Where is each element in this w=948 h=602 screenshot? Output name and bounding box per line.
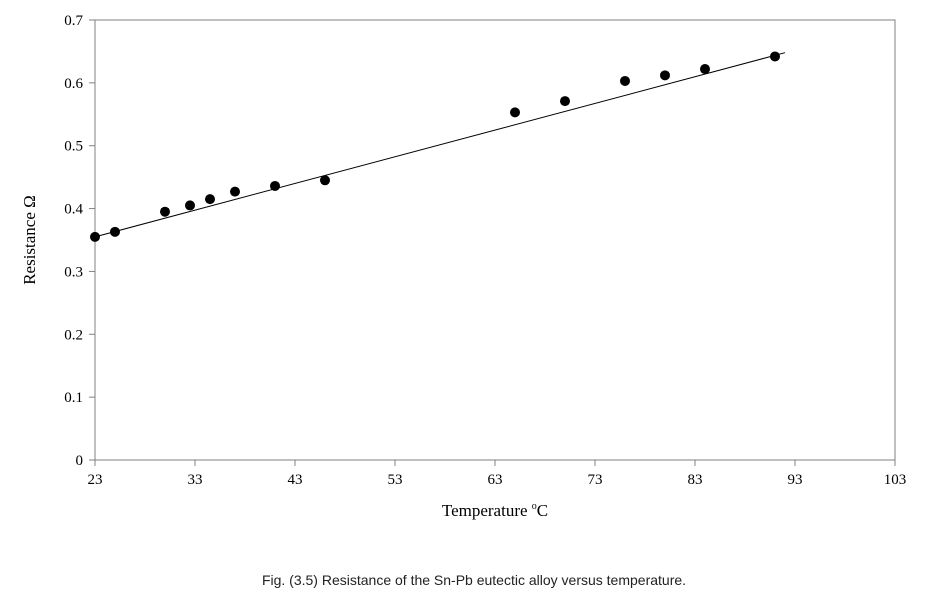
svg-text:63: 63 <box>488 472 503 488</box>
svg-text:0.2: 0.2 <box>64 327 83 343</box>
svg-text:0.3: 0.3 <box>64 264 83 280</box>
svg-text:0.1: 0.1 <box>64 390 83 406</box>
svg-text:33: 33 <box>188 472 203 488</box>
svg-text:0.5: 0.5 <box>64 139 83 155</box>
resistance-vs-temperature-chart: 23 33 43 53 63 73 83 93 103 0 0.1 0.2 0.3 0.4 0.5 0.6 0.… <box>0 0 948 560</box>
svg-text:83: 83 <box>688 472 703 488</box>
chart-container: 23 33 43 53 63 73 83 93 103 0 0.1 0.2 0.3 0.4 0.5 0.6 0.… <box>0 0 948 602</box>
svg-text:0: 0 <box>76 453 84 469</box>
svg-text:43: 43 <box>288 472 303 488</box>
svg-text:0.4: 0.4 <box>64 202 83 218</box>
svg-text:73: 73 <box>588 472 603 488</box>
svg-text:93: 93 <box>788 472 803 488</box>
svg-text:53: 53 <box>388 472 403 488</box>
svg-text:0.6: 0.6 <box>64 76 83 92</box>
y-axis-label: Resistance Ω <box>20 195 39 285</box>
figure-caption: Fig. (3.5) Resistance of the Sn-Pb eutec… <box>0 572 948 588</box>
svg-text:0.7: 0.7 <box>64 13 83 29</box>
svg-text:103: 103 <box>884 472 907 488</box>
svg-text:23: 23 <box>88 472 103 488</box>
